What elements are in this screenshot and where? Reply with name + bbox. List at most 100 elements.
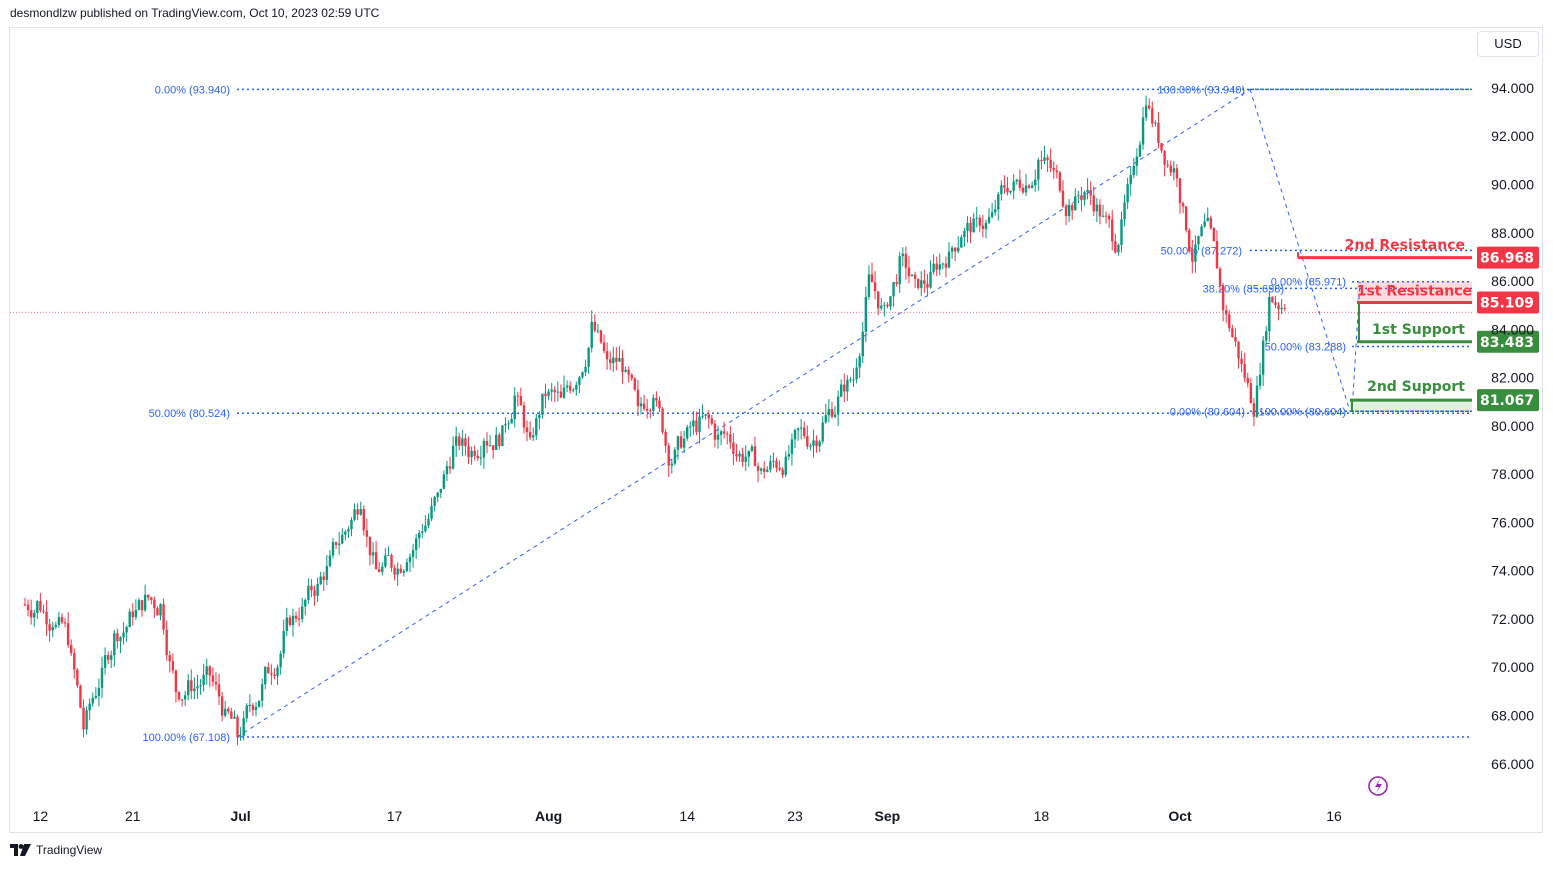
lightning-icon[interactable]: [1368, 776, 1388, 796]
candle-body: [750, 446, 754, 451]
footer-brand-text: TradingView: [36, 843, 103, 857]
candle-body: [427, 518, 430, 526]
candle-body: [812, 440, 815, 446]
candle-body: [621, 357, 624, 372]
candle-body: [128, 611, 131, 628]
candle-body: [599, 330, 603, 343]
candle-body: [1034, 179, 1037, 186]
candle-body: [430, 505, 433, 519]
candle-body: [48, 624, 51, 631]
candle-body: [722, 431, 726, 434]
y-tick-label: 74.000: [1491, 563, 1534, 579]
candle-body: [775, 460, 778, 468]
level-name: 2nd Resistance: [1345, 238, 1465, 254]
footer-brand[interactable]: TradingView: [10, 843, 102, 857]
candle-body: [1188, 230, 1191, 252]
candle-body: [482, 440, 486, 458]
candle-body: [498, 434, 501, 446]
candle-body: [285, 617, 288, 632]
candle-body: [264, 667, 267, 685]
tradingview-logo-icon: [10, 844, 31, 856]
candle-body: [162, 604, 165, 630]
candle-body: [1144, 105, 1148, 118]
candle-body: [116, 633, 119, 642]
candle-body: [1021, 187, 1025, 193]
candle-body: [827, 409, 831, 416]
candle-body: [1166, 164, 1169, 166]
candle-body: [245, 705, 248, 719]
candle-body: [165, 629, 168, 656]
candle-body: [196, 686, 199, 689]
candle-body: [975, 217, 978, 219]
candle-body: [1203, 221, 1206, 227]
candle-body: [110, 655, 113, 660]
candle-body: [273, 674, 276, 677]
candle-body: [876, 291, 880, 309]
candle-body: [516, 395, 519, 397]
candle-body: [1151, 108, 1154, 124]
fib-level-label: 50.00% (87.272): [1161, 245, 1242, 257]
candle-body: [199, 685, 202, 687]
level-price-tag: [1477, 291, 1539, 314]
candle-body: [134, 609, 138, 618]
y-tick-label: 76.000: [1491, 514, 1534, 530]
candle-body: [572, 389, 575, 391]
candle-body: [421, 531, 424, 533]
candle-body: [627, 369, 630, 375]
candle-body: [97, 687, 101, 697]
candle-body: [852, 379, 855, 381]
currency-button[interactable]: USD: [1477, 31, 1539, 57]
candle-body: [125, 627, 128, 633]
candle-body: [119, 637, 122, 642]
x-tick-label: 17: [387, 808, 403, 824]
candle-body: [913, 274, 917, 279]
candle-body: [658, 400, 661, 409]
candle-body: [738, 453, 741, 457]
candle-body: [288, 617, 292, 626]
x-tick-label: Sep: [875, 808, 901, 824]
level-name: 1st Resistance: [1357, 284, 1472, 300]
fib-level-label: 100.00% (67.108): [143, 732, 230, 744]
candle-body: [495, 434, 498, 450]
candle-body: [910, 274, 914, 277]
candle-body: [1184, 206, 1188, 231]
y-tick-label: 70.000: [1491, 659, 1534, 675]
y-tick-label: 80.000: [1491, 418, 1534, 434]
candle-body: [618, 357, 621, 362]
candle-body: [1049, 159, 1052, 169]
candle-body: [1141, 117, 1145, 145]
candle-body: [953, 247, 957, 252]
candle-body: [131, 611, 134, 618]
candle-layer: [23, 95, 1286, 746]
x-tick-label: 12: [33, 808, 49, 824]
fib-level-label: 0.00% (93.940): [155, 84, 230, 96]
candle-body: [605, 351, 609, 360]
candle-body: [528, 431, 532, 438]
candle-body: [590, 321, 593, 348]
level-name: 1st Support: [1372, 322, 1465, 338]
candle-body: [140, 600, 144, 611]
candle-body: [824, 415, 827, 423]
candle-body: [565, 385, 569, 388]
candle-body: [612, 357, 615, 364]
candle-body: [870, 274, 874, 283]
candle-body: [242, 718, 245, 736]
candle-body: [100, 667, 104, 688]
candle-body: [291, 615, 295, 626]
candle-body: [1200, 226, 1203, 237]
candle-body: [442, 474, 446, 489]
y-tick-label: 88.000: [1491, 225, 1534, 241]
candle-body: [556, 391, 560, 393]
candle-body: [147, 594, 150, 598]
candle-body: [313, 590, 316, 596]
candle-body: [815, 440, 818, 447]
candle-body: [581, 372, 584, 378]
candle-body: [381, 566, 384, 572]
candle-body: [464, 438, 467, 447]
candle-body: [334, 542, 338, 545]
candle-body: [1129, 175, 1132, 185]
candle-body: [353, 509, 356, 520]
candle-body: [248, 704, 252, 706]
candle-body: [1052, 168, 1055, 171]
